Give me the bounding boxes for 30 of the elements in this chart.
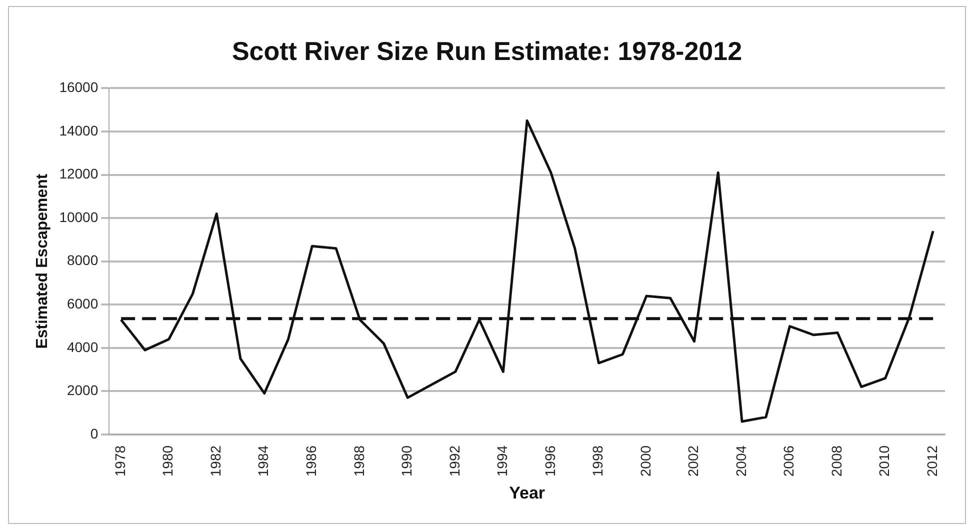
y-tick-label: 2000 (66, 382, 98, 398)
x-tick-label: 2000 (637, 445, 654, 477)
x-tick-label: 1998 (590, 445, 606, 477)
x-tick-label: 1992 (446, 445, 462, 477)
y-tick-label: 16000 (59, 79, 98, 96)
x-tick-label: 1986 (302, 445, 319, 477)
x-axis-title: Year (509, 483, 546, 502)
y-tick-label: 4000 (66, 338, 98, 355)
x-tick-label: 2012 (924, 445, 940, 477)
x-tick-label: 2006 (780, 445, 797, 477)
x-tick-label: 1978 (112, 445, 128, 477)
y-tick-label: 10000 (59, 208, 98, 225)
x-tick-label: 1990 (398, 445, 415, 477)
x-tick-label: 1996 (542, 445, 558, 477)
x-tick-label: 2004 (732, 445, 749, 477)
x-tick-label: 2008 (828, 445, 844, 477)
y-tick-label: 6000 (66, 295, 98, 312)
x-tick-label: 1988 (350, 445, 367, 477)
x-tick-label: 1984 (255, 445, 272, 477)
y-axis-title: Estimated Escapement (34, 173, 52, 349)
x-tick-label: 2010 (876, 445, 892, 477)
x-tick-label: 2002 (685, 445, 702, 477)
y-tick-label: 14000 (59, 122, 98, 138)
x-tick-label: 1994 (494, 445, 510, 477)
x-tick-label: 1982 (207, 445, 224, 477)
y-tick-label: 12000 (59, 166, 98, 182)
x-tick-label: 1980 (160, 445, 176, 477)
y-tick-label: 8000 (66, 252, 98, 268)
y-tick-label: 0 (90, 425, 98, 442)
chart-title: Scott River Size Run Estimate: 1978-2012 (232, 36, 742, 66)
